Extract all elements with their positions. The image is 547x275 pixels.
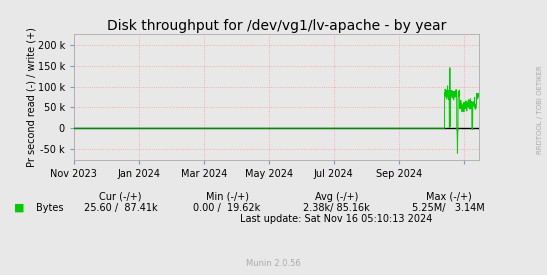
- Text: ■: ■: [14, 203, 24, 213]
- Text: Bytes: Bytes: [36, 203, 63, 213]
- Text: Max (-/+): Max (-/+): [426, 192, 472, 202]
- Text: Munin 2.0.56: Munin 2.0.56: [246, 260, 301, 268]
- Text: Last update: Sat Nov 16 05:10:13 2024: Last update: Sat Nov 16 05:10:13 2024: [240, 214, 433, 224]
- Title: Disk throughput for /dev/vg1/lv-apache - by year: Disk throughput for /dev/vg1/lv-apache -…: [107, 19, 446, 33]
- Y-axis label: Pr second read (-) / write (+): Pr second read (-) / write (+): [26, 27, 36, 167]
- Text: RRDTOOL / TOBI OETIKER: RRDTOOL / TOBI OETIKER: [538, 66, 543, 154]
- Text: Avg (-/+): Avg (-/+): [315, 192, 358, 202]
- Text: Cur (-/+): Cur (-/+): [99, 192, 142, 202]
- Text: 2.38k/ 85.16k: 2.38k/ 85.16k: [303, 203, 370, 213]
- Text: 5.25M/   3.14M: 5.25M/ 3.14M: [412, 203, 485, 213]
- Text: Min (-/+): Min (-/+): [206, 192, 248, 202]
- Text: 25.60 /  87.41k: 25.60 / 87.41k: [84, 203, 157, 213]
- Text: 0.00 /  19.62k: 0.00 / 19.62k: [194, 203, 260, 213]
